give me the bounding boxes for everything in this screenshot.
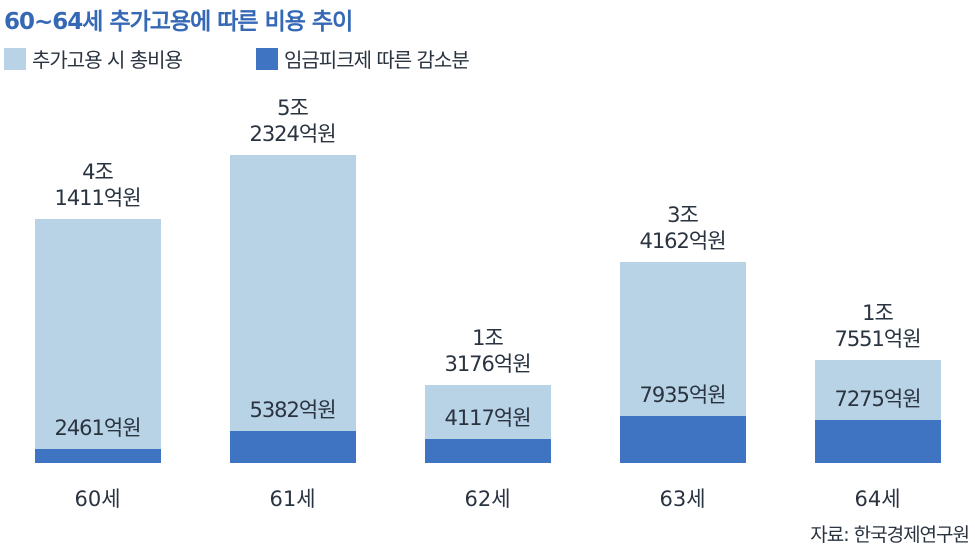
value-label: 7275억원 xyxy=(834,387,921,412)
value-label: 4117억원 xyxy=(444,405,531,430)
value-label: 3조 4162억원 xyxy=(639,202,726,253)
bar xyxy=(619,416,746,463)
x-tick-label: 62세 xyxy=(464,487,511,511)
value-label: 1조 7551억원 xyxy=(834,300,921,351)
source-note: 자료: 한국경제연구원 xyxy=(810,524,970,546)
chart-title: 60~64세 추가고용에 따른 비용 추이 xyxy=(4,9,353,35)
bar xyxy=(34,219,161,463)
x-tick-label: 64세 xyxy=(854,487,901,511)
bar xyxy=(229,155,356,463)
legend-label: 임금피크제 따른 감소분 xyxy=(284,48,470,72)
value-label: 2461억원 xyxy=(54,415,141,440)
legend-label: 추가고용 시 총비용 xyxy=(32,48,183,72)
value-label: 1조 3176억원 xyxy=(444,326,531,377)
bar xyxy=(424,438,551,463)
bar xyxy=(34,448,161,463)
bar xyxy=(814,420,941,463)
value-label: 5382억원 xyxy=(249,398,336,423)
value-label: 7935억원 xyxy=(639,383,726,408)
legend-swatch xyxy=(4,47,26,70)
legend-item: 추가고용 시 총비용 xyxy=(4,44,183,73)
legend-swatch xyxy=(256,47,278,70)
value-label: 5조 2324억원 xyxy=(249,96,336,146)
bar xyxy=(229,431,356,463)
x-tick-label: 61세 xyxy=(269,487,316,511)
value-label: 4조 1411억원 xyxy=(54,160,141,211)
x-tick-label: 63세 xyxy=(659,487,706,511)
x-tick-label: 60세 xyxy=(74,487,121,511)
legend-item: 임금피크제 따른 감소분 xyxy=(256,44,470,73)
